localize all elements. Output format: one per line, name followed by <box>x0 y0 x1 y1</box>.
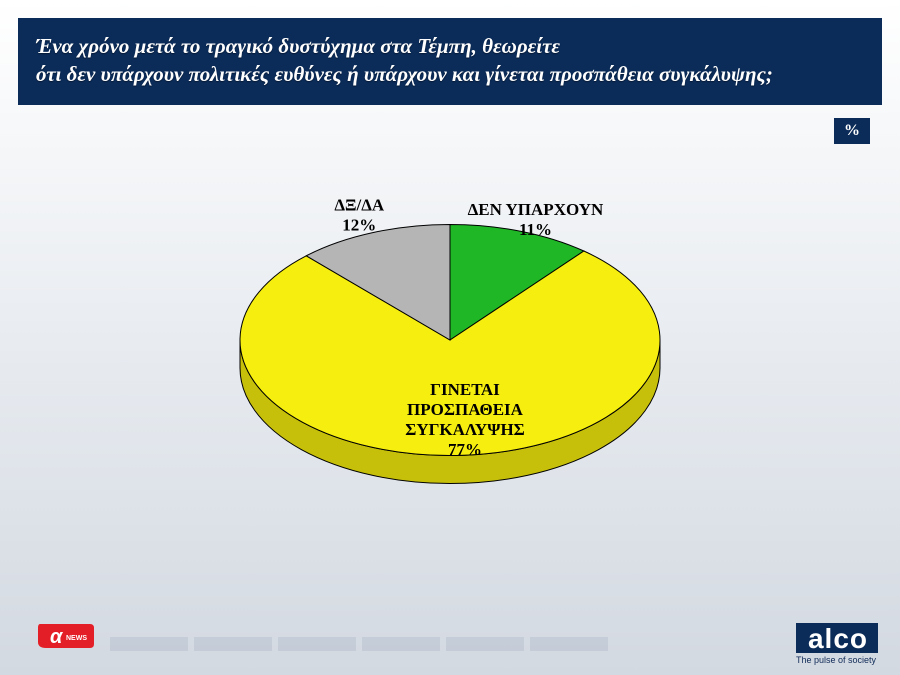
svg-text:ΔΕΝ ΥΠΑΡΧΟΥΝ: ΔΕΝ ΥΠΑΡΧΟΥΝ <box>468 200 604 219</box>
svg-text:77%: 77% <box>448 440 482 459</box>
right-brand-logo: alco The pulse of society <box>796 623 878 665</box>
percent-symbol: % <box>844 122 860 140</box>
svg-text:11%: 11% <box>519 220 552 239</box>
svg-text:NEWS: NEWS <box>66 635 87 642</box>
footer-strip <box>110 637 900 651</box>
svg-text:12%: 12% <box>342 216 376 235</box>
footer: αNEWS alco The pulse of society <box>0 615 900 675</box>
svg-text:α: α <box>50 626 64 648</box>
question-line-1: Ένα χρόνο μετά το τραγικό δυστύχημα στα … <box>36 32 864 60</box>
question-header: Ένα χρόνο μετά το τραγικό δυστύχημα στα … <box>18 18 882 105</box>
svg-text:ΠΡΟΣΠΑΘΕΙΑ: ΠΡΟΣΠΑΘΕΙΑ <box>407 400 524 419</box>
left-broadcaster-logo: αNEWS <box>36 622 96 657</box>
svg-text:ΔΞ/ΔΑ: ΔΞ/ΔΑ <box>334 196 385 215</box>
pie-chart: ΔΕΝ ΥΠΑΡΧΟΥΝ11% ΓΙΝΕΤΑΙΠΡΟΣΠΑΘΕΙΑΣΥΓΚΑΛΥΨ… <box>0 150 900 570</box>
question-line-2: ότι δεν υπάρχουν πολιτικές ευθύνες ή υπά… <box>36 60 864 88</box>
poll-slide: Ένα χρόνο μετά το τραγικό δυστύχημα στα … <box>0 0 900 675</box>
svg-text:ΣΥΓΚΑΛΥΨΗΣ: ΣΥΓΚΑΛΥΨΗΣ <box>405 420 525 439</box>
percent-badge: % <box>834 118 870 144</box>
brand-name: alco <box>796 623 878 653</box>
svg-text:ΓΙΝΕΤΑΙ: ΓΙΝΕΤΑΙ <box>430 380 500 399</box>
brand-tagline: The pulse of society <box>796 655 876 665</box>
